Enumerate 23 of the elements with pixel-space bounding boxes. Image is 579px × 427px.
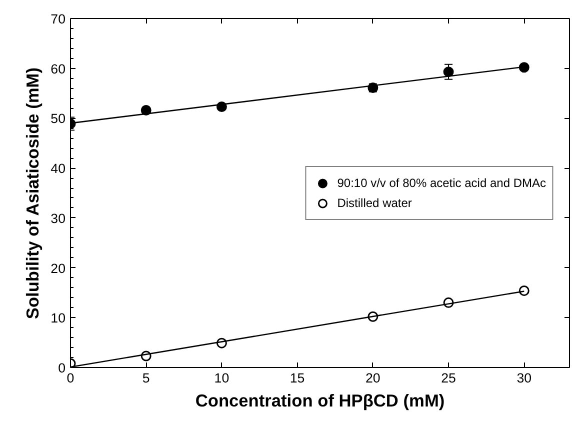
y-tick-label: 70	[50, 12, 66, 26]
point	[518, 285, 530, 296]
x-axis-title: Concentration of HPβCD (mM)	[195, 390, 445, 410]
x-tick-label: 15	[290, 370, 305, 386]
y-tick-label: 20	[50, 260, 66, 276]
x-tick-label: 25	[441, 370, 456, 386]
y-tick-label: 50	[50, 111, 66, 126]
y-tick-label: 10	[50, 310, 66, 326]
y-tick-label: 60	[50, 61, 66, 76]
point	[216, 102, 227, 112]
x-tick-label: 30	[516, 370, 532, 386]
x-tick-label: 20	[366, 370, 380, 386]
legend-label: Distilled water	[337, 196, 412, 210]
y-tick-label: 0	[58, 360, 66, 376]
point	[443, 66, 454, 78]
point	[140, 104, 152, 116]
y-axis-title: Solubility of Asiaticoside (mM)	[22, 68, 43, 320]
y-tick-label: 30	[50, 210, 66, 226]
y-tick-label: 40	[50, 161, 66, 176]
x-tick-label: 10	[214, 370, 230, 386]
x-tick-label: 5	[142, 370, 150, 386]
legend-label: 90:10 v/v of 80% acetic acid and DMAc	[337, 176, 546, 190]
point	[518, 62, 530, 73]
